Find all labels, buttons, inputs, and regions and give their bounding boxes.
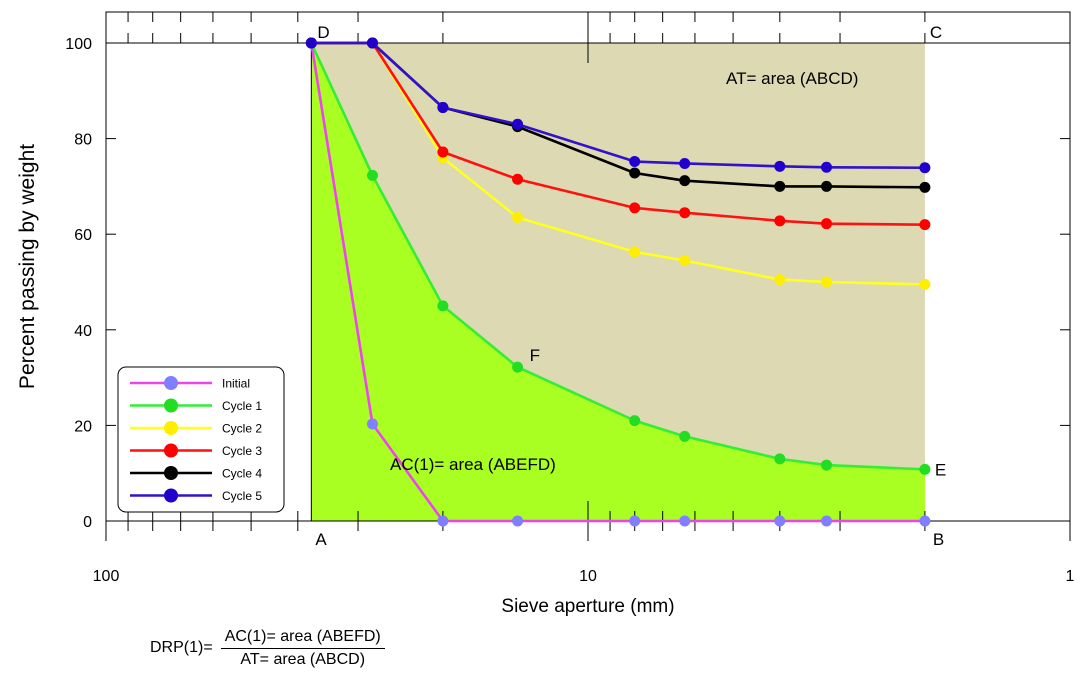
data-point	[919, 515, 931, 527]
label-c: C	[930, 23, 942, 42]
area-cycle-fill	[311, 43, 925, 521]
x-tick-label: 1	[1066, 568, 1075, 585]
legend-label: Initial	[222, 377, 250, 391]
series-1	[305, 37, 931, 475]
x-tick-label: 100	[93, 568, 120, 585]
data-point	[679, 157, 691, 169]
data-point	[919, 219, 931, 231]
legend-label: Cycle 5	[222, 489, 262, 503]
x-axis-label: Sieve aperture (mm)	[501, 596, 674, 617]
data-point	[629, 415, 641, 427]
annotations: D C A B E F AT= area (ABCD) AC(1)= area (ABEFD)	[315, 23, 946, 549]
data-point	[512, 173, 524, 185]
legend-label: Cycle 1	[222, 399, 262, 413]
data-point	[919, 278, 931, 290]
data-point	[919, 463, 931, 475]
formula-numerator: AC(1)= area (ABEFD)	[220, 628, 385, 649]
label-b: B	[933, 530, 944, 549]
data-point	[821, 515, 833, 527]
chart: 0 20 40 60 80 100 100 10 1 Sieve aperture (mm) Per…	[16, 11, 1075, 617]
label-e: E	[935, 460, 946, 479]
label-area-total: AT= area (ABCD)	[726, 69, 858, 88]
data-point	[629, 156, 641, 168]
data-point	[919, 181, 931, 193]
data-point	[512, 361, 524, 373]
y-tick-label: 80	[74, 132, 92, 149]
data-point	[512, 118, 524, 130]
data-point	[629, 515, 641, 527]
y-axis-label: Percent passing by weight	[16, 144, 39, 389]
y-tick-label: 60	[74, 227, 92, 244]
legend-swatch-marker	[164, 398, 178, 413]
data-point	[366, 418, 378, 430]
legend-entry: Cycle 2	[130, 421, 262, 436]
legend-swatch-marker	[164, 466, 178, 480]
data-point	[512, 515, 524, 527]
data-point	[679, 254, 691, 266]
formula-fraction: AC(1)= area (ABEFD) AT= area (ABCD)	[220, 628, 385, 669]
label-f: F	[530, 346, 540, 365]
legend-swatch-marker	[164, 443, 178, 458]
data-point	[437, 146, 449, 158]
legend-label: Cycle 3	[222, 444, 262, 458]
y-tick-label: 20	[74, 418, 92, 435]
data-point	[821, 459, 833, 471]
x-tick-label: 10	[579, 568, 597, 585]
series-lines	[305, 37, 931, 527]
data-point	[366, 37, 378, 49]
legend-swatch-marker	[164, 421, 178, 435]
label-d: D	[317, 23, 329, 42]
y-tick-label: 40	[74, 323, 92, 340]
data-point	[512, 211, 524, 223]
legend-box	[117, 366, 285, 513]
data-point	[437, 300, 449, 312]
data-point	[679, 430, 691, 442]
legend-swatch-marker	[164, 376, 178, 390]
data-point	[679, 175, 691, 187]
label-area-cycle: AC(1)= area (ABEFD)	[390, 455, 556, 474]
data-point	[821, 161, 833, 173]
label-a: A	[315, 530, 327, 549]
data-point	[437, 102, 449, 114]
legend-entry: Cycle 3	[130, 443, 262, 458]
data-point	[774, 515, 786, 527]
formula-lhs: DRP(1)=	[150, 639, 213, 656]
data-point	[629, 202, 641, 214]
data-point	[774, 180, 786, 192]
data-point	[919, 162, 931, 174]
data-point	[629, 167, 641, 179]
data-point	[629, 246, 641, 258]
legend-label: Cycle 4	[222, 467, 262, 481]
data-point	[821, 276, 833, 288]
data-point	[305, 37, 317, 49]
legend-entry: Cycle 4	[130, 466, 262, 481]
data-point	[821, 180, 833, 192]
data-point	[679, 207, 691, 219]
data-point	[437, 515, 449, 527]
data-point	[774, 215, 786, 227]
legend-entry: Initial	[130, 376, 250, 391]
data-point	[774, 274, 786, 286]
legend-entry: Cycle 1	[130, 398, 262, 413]
data-point	[366, 169, 378, 181]
drp-formula: DRP(1)= AC(1)= area (ABEFD) AT= area (AB…	[150, 622, 385, 674]
formula-denominator: AT= area (ABCD)	[240, 650, 366, 668]
y-tick-label: 100	[65, 36, 92, 53]
data-point	[679, 515, 691, 527]
series-0	[305, 37, 931, 527]
legend: Initial Cycle 1 Cycle 2 Cycle 3 Cycle 4 Cycle…	[117, 366, 285, 513]
data-point	[774, 453, 786, 465]
series-5	[305, 37, 931, 174]
legend-entry: Cycle 5	[130, 488, 262, 503]
legend-label: Cycle 2	[222, 422, 262, 436]
data-point	[821, 218, 833, 230]
y-tick-label: 0	[83, 514, 92, 531]
legend-swatch-marker	[164, 488, 178, 503]
data-point	[774, 160, 786, 172]
